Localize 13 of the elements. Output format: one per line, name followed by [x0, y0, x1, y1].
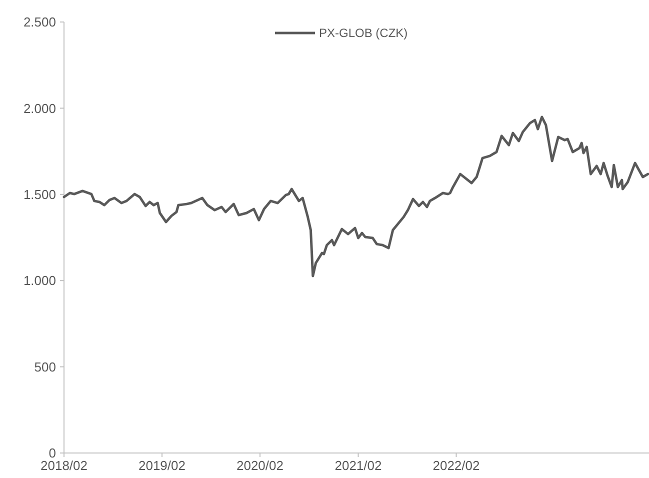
- x-tick-label: 2018/02: [40, 458, 88, 473]
- x-tick-label: 2021/02: [334, 458, 382, 473]
- x-tick-label: 2022/02: [432, 458, 480, 473]
- y-tick-label: 500: [34, 359, 56, 374]
- y-tick-label: 1.500: [23, 186, 56, 202]
- line-series: [62, 116, 649, 278]
- y-tick-label: 2.000: [23, 100, 56, 116]
- legend-label: PX-GLOB (CZK): [319, 26, 408, 40]
- y-tick-label: 2.500: [23, 14, 56, 30]
- x-tick-label: 2020/02: [236, 458, 284, 473]
- y-tick-label: 1.000: [23, 273, 56, 288]
- x-tick-label: 2019/02: [138, 458, 186, 473]
- y-tick-label: 0: [48, 446, 56, 461]
